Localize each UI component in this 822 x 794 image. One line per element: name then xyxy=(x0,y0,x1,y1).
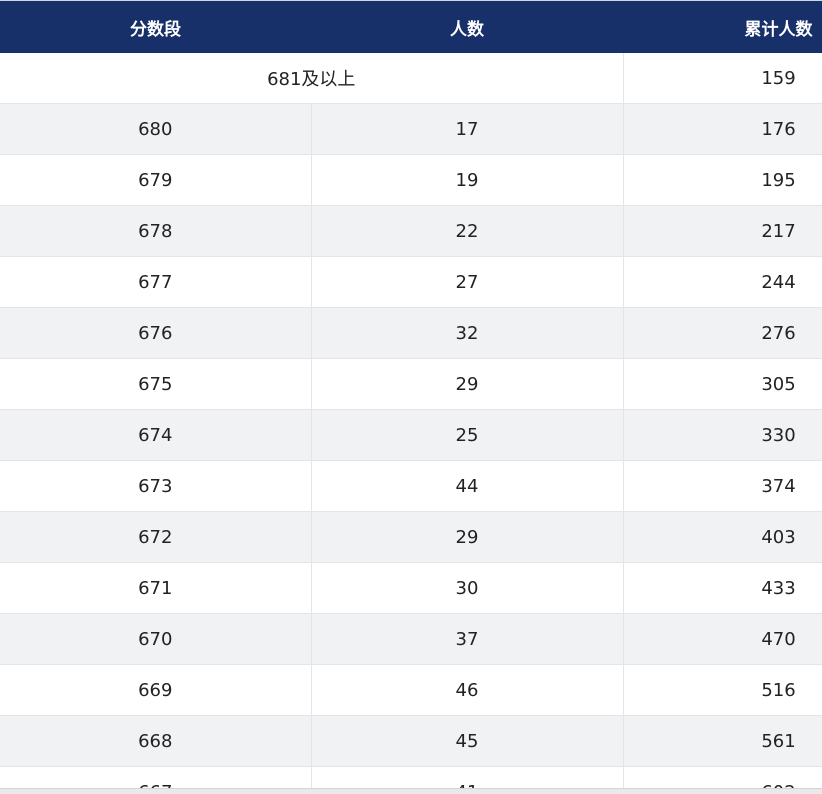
table-row: 668 45 561 xyxy=(0,715,822,767)
cell-cumulative: 516 xyxy=(623,664,822,716)
cell-count: 37 xyxy=(311,613,624,665)
cell-score: 669 xyxy=(0,664,312,716)
cell-cumulative: 330 xyxy=(623,409,822,461)
cell-count: 29 xyxy=(311,511,624,563)
cell-count: 19 xyxy=(311,154,624,206)
cell-count: 22 xyxy=(311,205,624,257)
cell-count: 25 xyxy=(311,409,624,461)
cell-cumulative: 561 xyxy=(623,715,822,767)
cell-cumulative: 195 xyxy=(623,154,822,206)
table-row: 672 29 403 xyxy=(0,511,822,563)
cell-cumulative: 403 xyxy=(623,511,822,563)
header-cumulative-count: 累计人数 xyxy=(623,0,822,53)
cell-score: 672 xyxy=(0,511,312,563)
cell-count: 45 xyxy=(311,715,624,767)
cell-cumulative: 305 xyxy=(623,358,822,410)
cell-score: 680 xyxy=(0,103,312,155)
cell-score: 681及以上 xyxy=(0,53,624,104)
cell-count: 27 xyxy=(311,256,624,308)
header-count: 人数 xyxy=(311,0,623,53)
table-header: 分数段 人数 累计人数 xyxy=(0,0,822,53)
cell-score: 673 xyxy=(0,460,312,512)
cell-score: 676 xyxy=(0,307,312,359)
cell-count: 46 xyxy=(311,664,624,716)
table-row: 681及以上 159 xyxy=(0,53,822,104)
table-row: 671 30 433 xyxy=(0,562,822,614)
cell-score: 671 xyxy=(0,562,312,614)
table-row: 670 37 470 xyxy=(0,613,822,665)
cell-score: 677 xyxy=(0,256,312,308)
cell-count: 30 xyxy=(311,562,624,614)
table-body: 681及以上 159 680 17 176 679 19 195 678 22 217 677 27… xyxy=(0,53,822,794)
cell-score: 675 xyxy=(0,358,312,410)
table-row: 675 29 305 xyxy=(0,358,822,410)
cell-count: 29 xyxy=(311,358,624,410)
cell-cumulative: 176 xyxy=(623,103,822,155)
cell-cumulative: 159 xyxy=(623,53,822,104)
cell-count: 44 xyxy=(311,460,624,512)
table-row: 677 27 244 xyxy=(0,256,822,308)
cell-score: 678 xyxy=(0,205,312,257)
cell-score: 679 xyxy=(0,154,312,206)
horizontal-scrollbar[interactable] xyxy=(0,788,822,794)
cell-count: 32 xyxy=(311,307,624,359)
table-row: 680 17 176 xyxy=(0,103,822,155)
table-row: 669 46 516 xyxy=(0,664,822,716)
cell-cumulative: 217 xyxy=(623,205,822,257)
cell-score: 668 xyxy=(0,715,312,767)
table-row: 676 32 276 xyxy=(0,307,822,359)
table-row: 674 25 330 xyxy=(0,409,822,461)
table-row: 673 44 374 xyxy=(0,460,822,512)
cell-count: 17 xyxy=(311,103,624,155)
cell-score: 670 xyxy=(0,613,312,665)
cell-cumulative: 374 xyxy=(623,460,822,512)
table-row: 678 22 217 xyxy=(0,205,822,257)
cell-cumulative: 433 xyxy=(623,562,822,614)
header-score-segment: 分数段 xyxy=(0,0,311,53)
header-row: 分数段 人数 累计人数 xyxy=(0,0,822,53)
cell-score: 674 xyxy=(0,409,312,461)
table-row: 679 19 195 xyxy=(0,154,822,206)
cell-cumulative: 276 xyxy=(623,307,822,359)
cell-cumulative: 470 xyxy=(623,613,822,665)
cell-cumulative: 244 xyxy=(623,256,822,308)
